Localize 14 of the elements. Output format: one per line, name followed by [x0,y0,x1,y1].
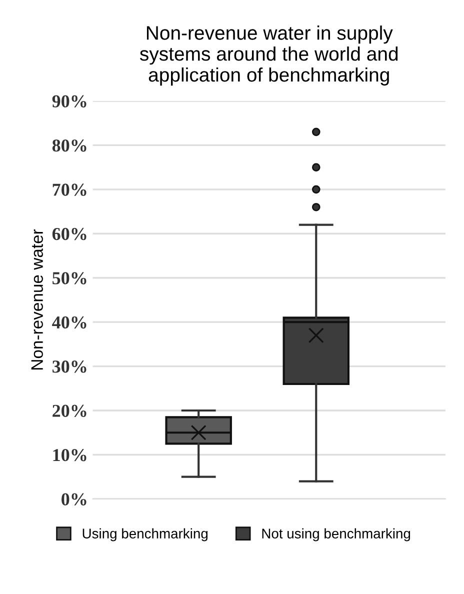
y-tick-label: 30% [52,360,86,373]
y-tick-label: 40% [52,316,86,329]
y-tick-label: 20% [52,404,86,418]
legend-label: Not using benchmarking [262,528,410,542]
y-tick-label: 80% [52,139,86,152]
chart-title: Non-revenue water in supply systems around the world and application of benchmarking [140,26,398,86]
y-tick-label: 60% [52,228,86,240]
y-tick-label: 90% [52,95,86,108]
y-tick-label: 70% [52,184,86,196]
y-tick-label: 50% [52,272,86,284]
legend-label: Using benchmarking [82,528,208,542]
y-tick-label: 0% [62,493,86,506]
y-axis-title: Non-revenue water [31,229,43,370]
y-tick-label: 10% [53,448,86,462]
